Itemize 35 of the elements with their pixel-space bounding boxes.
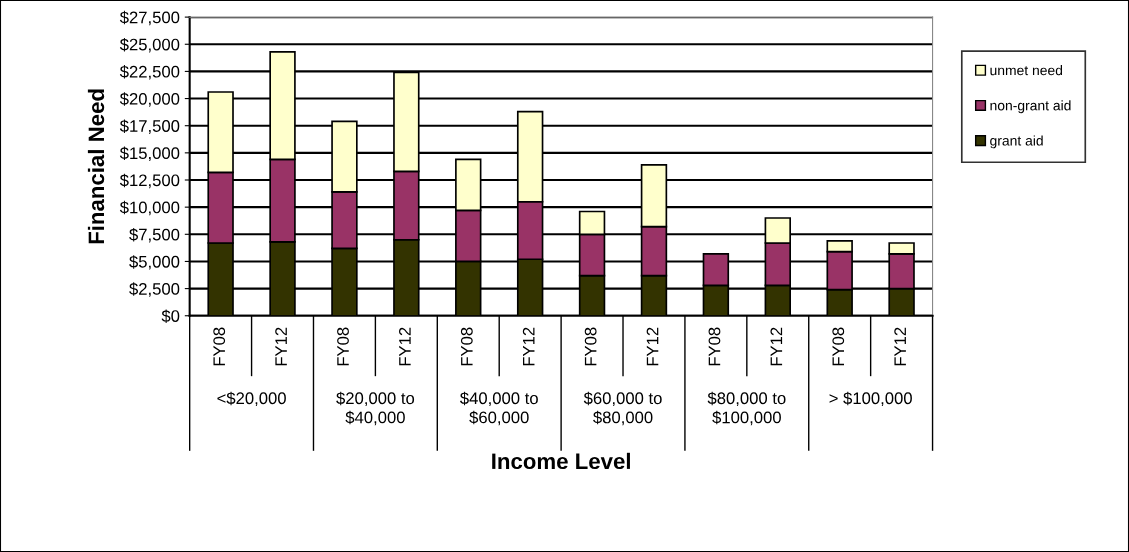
x-tick-label: FY08	[832, 327, 845, 366]
y-tick-label: $0	[161, 309, 180, 323]
legend-label: unmet need	[990, 65, 1063, 76]
text: <$20,000	[217, 391, 286, 407]
y-tick-label: $2,500	[129, 282, 180, 297]
x-tick-label: FY08	[708, 327, 721, 366]
y-tick-label: $15,000	[119, 146, 180, 162]
legend-label: non-grant aid	[990, 100, 1071, 114]
y-tick-label: $27,500	[119, 10, 180, 26]
y-tick-label: $7,500	[129, 228, 180, 243]
text: > $100,000	[829, 391, 912, 407]
text: $60,000 to $80,000	[583, 391, 662, 426]
x-tick-label: FY12	[894, 327, 906, 366]
text: $40,000 to $60,000	[460, 391, 538, 426]
y-tick-label: $20,000	[119, 92, 180, 107]
y-tick-label: $25,000	[119, 37, 180, 53]
y-tick-label: $22,500	[119, 65, 180, 80]
y-tick-label: $5,000	[129, 255, 180, 270]
x-tick-label: FY12	[522, 327, 535, 366]
x-tick-label: FY12	[646, 327, 659, 366]
x-tick-label: FY12	[770, 327, 783, 366]
text: $80,000 to $100,000	[707, 391, 786, 426]
x-tick-label: FY12	[275, 327, 287, 366]
x-tick-label: FY08	[213, 327, 226, 366]
x-tick-label: FY12	[399, 327, 411, 366]
legend-label: grant aid	[990, 135, 1043, 149]
y-tick-label: $10,000	[119, 200, 180, 216]
y-axis-title: Financial Need	[87, 89, 105, 244]
y-tick-label: $12,500	[119, 173, 180, 189]
x-tick-label: FY08	[337, 327, 349, 366]
y-tick-label: $17,500	[119, 119, 180, 134]
x-tick-label: FY08	[584, 327, 597, 366]
text: $20,000 to $40,000	[336, 391, 415, 426]
x-axis-title: Income Level	[492, 452, 630, 470]
x-tick-label: FY08	[460, 327, 473, 366]
